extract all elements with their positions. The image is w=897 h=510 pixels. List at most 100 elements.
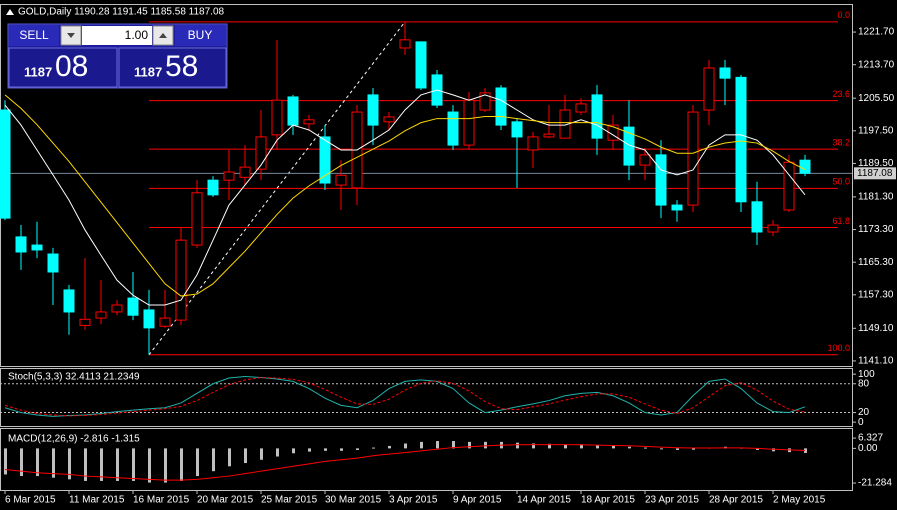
candle-body <box>751 201 763 233</box>
candle-body <box>319 136 331 184</box>
candle-body <box>655 154 667 206</box>
indicator-line <box>4 94 806 297</box>
sell-price-box[interactable] <box>8 47 118 88</box>
candle-body <box>239 166 251 178</box>
candle-body <box>175 239 187 321</box>
candle-body <box>559 109 571 139</box>
candle-body <box>47 253 59 273</box>
lot-value: 1.00 <box>125 28 149 42</box>
candle-body <box>287 96 299 126</box>
indicator-line <box>4 444 806 481</box>
macd-bar <box>52 448 55 478</box>
macd-bar <box>548 443 551 449</box>
x-tick-label: 11 Mar 2015 <box>69 495 125 506</box>
current-price-label: 1187.08 <box>857 168 893 179</box>
candle-body <box>63 289 75 313</box>
y-tick-label: 1173.30 <box>858 224 894 235</box>
macd-bar <box>420 441 423 449</box>
candle-body <box>335 174 347 186</box>
fib-trendline <box>148 21 406 356</box>
arrow-down <box>67 33 75 38</box>
candle-body <box>463 99 475 146</box>
y-tick-label: 100 <box>858 369 875 380</box>
candle-body <box>591 94 603 139</box>
macd-bar <box>308 448 311 452</box>
x-tick-label: 3 Apr 2015 <box>389 495 438 506</box>
macd-bar <box>196 448 199 477</box>
macd-bar <box>244 448 247 464</box>
x-tick-label: 23 Apr 2015 <box>645 495 699 506</box>
candle-body <box>671 204 683 211</box>
macd-bar <box>772 448 775 452</box>
macd-bar <box>692 448 695 450</box>
chart-icon <box>6 9 14 15</box>
macd-bar <box>452 441 455 449</box>
candle-body <box>15 236 27 253</box>
macd-bar <box>116 448 119 481</box>
macd-bar <box>4 448 7 475</box>
fib-label: 38.2 <box>832 138 850 148</box>
ask-big: 1187 <box>134 64 162 79</box>
candle-body <box>127 297 139 316</box>
x-tick-label: 28 Apr 2015 <box>709 495 763 506</box>
macd-bar <box>660 448 663 450</box>
candle-body <box>639 154 651 166</box>
candle-body <box>111 304 123 313</box>
fib-label: 61.8 <box>832 216 850 226</box>
candle-body <box>207 179 219 196</box>
macd-bar <box>180 448 183 481</box>
candle-body <box>511 121 523 138</box>
macd-bar <box>756 448 759 451</box>
candle-body <box>719 67 731 79</box>
macd-bar <box>324 448 327 451</box>
candle-body <box>95 311 107 319</box>
macd-bar <box>276 448 279 457</box>
y-tick-label: 1165.30 <box>858 257 894 268</box>
candle-body <box>143 309 155 329</box>
candle-body <box>383 116 395 123</box>
candle-body <box>79 318 91 326</box>
macd-bar <box>804 448 807 453</box>
y-tick-label: 1157.30 <box>858 289 894 300</box>
candle-body <box>703 67 715 111</box>
candle-body <box>543 133 555 138</box>
macd-panel-frame <box>0 428 853 491</box>
macd-bar <box>436 441 439 449</box>
candle-body <box>271 99 283 136</box>
sell-button[interactable] <box>9 25 59 46</box>
stoch-title: Stoch(5,3,3) 32.4113 21.2349 <box>8 372 140 383</box>
macd-bar <box>36 448 39 477</box>
buy-price-box[interactable] <box>118 47 227 88</box>
macd-bar <box>292 448 295 454</box>
candle-body <box>367 94 379 126</box>
fib-label: 50.0 <box>832 177 850 187</box>
macd-bar <box>228 448 231 467</box>
macd-bar <box>532 443 535 449</box>
macd-bar <box>404 443 407 449</box>
current-price-box <box>854 167 896 180</box>
y-tick-label: 0.00 <box>858 443 878 454</box>
candle-body <box>607 124 619 141</box>
candle-body <box>0 109 11 219</box>
macd-bar <box>356 448 359 451</box>
macd-bar <box>100 448 103 481</box>
buy-label: BUY <box>188 28 213 42</box>
macd-bar <box>20 448 23 477</box>
buy-button[interactable] <box>175 25 226 46</box>
chart-title: GOLD,Daily 1190.28 1191.45 1185.58 1187.… <box>18 7 225 18</box>
x-tick-label: 14 Apr 2015 <box>517 495 571 506</box>
lot-input[interactable] <box>82 26 152 45</box>
macd-bar <box>260 448 263 460</box>
y-tick-label: 1221.70 <box>858 27 895 38</box>
macd-bar <box>516 442 519 449</box>
x-tick-label: 6 Mar 2015 <box>5 495 56 506</box>
candle-body <box>159 317 171 327</box>
candle-body <box>495 87 507 126</box>
macd-bar <box>84 448 87 481</box>
indicator-line <box>4 377 806 417</box>
candle-body <box>783 161 795 211</box>
stoch-panel-frame <box>0 368 853 427</box>
x-tick-label: 18 Apr 2015 <box>581 495 635 506</box>
plot-layer: 1221.70 1213.70 1205.50 1197.50 1189.50 1181.… <box>0 10 896 506</box>
